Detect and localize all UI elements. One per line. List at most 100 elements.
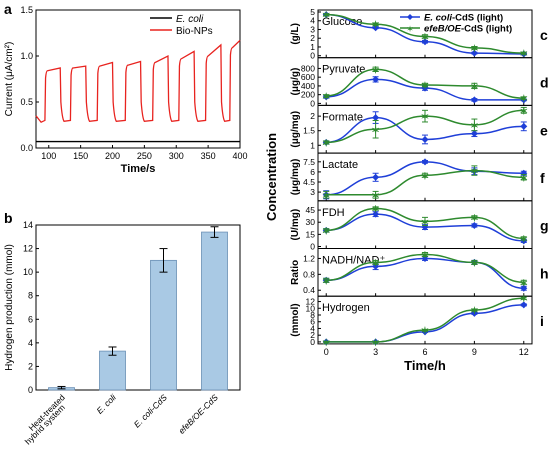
data-point-star: ✶ (421, 112, 429, 123)
series-bionps-line (35, 39, 241, 124)
x-tick-label: 100 (41, 151, 56, 161)
y-tick-label: 0.4 (303, 285, 315, 295)
y-tick-label: 6 (28, 314, 33, 324)
data-point-star: ✶ (421, 171, 429, 182)
legend-label: Bio-NPs (176, 26, 213, 37)
data-point-diamond (372, 75, 380, 83)
y-tick-label: 200 (301, 90, 315, 100)
y-tick-label: 4.5 (303, 177, 315, 187)
subpanel-f: 34.567.5 Lactate f (μg/mg) ✶ ✶ ✶ ✶ ✶ (290, 152, 545, 202)
data-point-star: ✶ (322, 11, 330, 22)
data-point-star: ✶ (520, 49, 528, 60)
data-point-diamond (470, 49, 478, 57)
y-tick-label: 45 (306, 205, 316, 215)
data-point-star: ✶ (520, 278, 528, 289)
data-point-star: ✶ (520, 94, 528, 105)
panel-letter-a: a (4, 1, 12, 17)
x-tick-label: 300 (169, 151, 184, 161)
data-point-star: ✶ (371, 338, 379, 349)
data-point-star: ✶ (520, 294, 528, 305)
y-tick-label: 6 (310, 317, 315, 327)
y-tick-label: 400 (301, 81, 315, 91)
y-tick-label: 2 (28, 361, 33, 371)
x-tick-label: E. coli-CdS (132, 392, 169, 429)
y-tick-label: 1.0 (20, 51, 33, 61)
legend-label: efeB/OE-CdS (light) (424, 24, 512, 35)
subpanel-unit: (μg/mg) (290, 111, 301, 148)
y-tick-label: 1 (310, 140, 315, 150)
panel-letter-e: e (540, 122, 548, 138)
data-point-star: ✶ (470, 82, 478, 93)
y-tick-label: 4 (310, 16, 315, 26)
data-point-star: ✶ (470, 44, 478, 55)
data-point-diamond (421, 158, 429, 166)
x-tick-label: 9 (472, 347, 477, 357)
data-point-star: ✶ (421, 32, 429, 43)
y-tick-label: 8 (28, 291, 33, 301)
y-tick-label: 5 (310, 7, 315, 17)
y-tick-label: 7.5 (303, 157, 315, 167)
subpanel-title: Pyruvate (322, 64, 365, 76)
data-point-star: ✶ (322, 92, 330, 103)
data-point-star: ✶ (322, 226, 330, 237)
data-point-star: ✶ (371, 65, 379, 76)
subpanel-title: Lactate (322, 159, 358, 171)
y-tick-label: 2 (310, 330, 315, 340)
panel-letter-i: i (540, 313, 544, 329)
data-point-star: ✶ (371, 258, 379, 269)
panel-letter-b: b (4, 210, 13, 226)
y-axis-label: Concentration (264, 133, 279, 221)
subpanel-title: FDH (322, 207, 345, 219)
y-tick-label: 14 (23, 220, 33, 230)
data-point-star: ✶ (371, 20, 379, 31)
panel-letter-d: d (540, 75, 549, 91)
y-axis-label: Current (μA/cm²) (4, 42, 15, 117)
x-tick-label: 12 (519, 347, 529, 357)
y-tick-label: 30 (306, 217, 316, 227)
data-point-star: ✶ (470, 306, 478, 317)
data-point-star: ✶ (421, 81, 429, 92)
y-tick-label: 10 (306, 303, 316, 313)
y-tick-label: 2 (310, 111, 315, 121)
x-tick-label: 6 (422, 347, 427, 357)
data-point-diamond (520, 284, 528, 292)
data-point-star: ✶ (470, 258, 478, 269)
x-tick-label: E. coli (94, 392, 118, 416)
y-tick-label: 4 (310, 323, 315, 333)
x-tick-label: 200 (105, 151, 120, 161)
data-point-star: ✶ (520, 106, 528, 117)
data-point-diamond (520, 122, 528, 130)
x-tick-label: 3 (373, 347, 378, 357)
y-tick-label: 0 (310, 98, 315, 108)
y-tick-label: 1 (310, 42, 315, 52)
data-point-star: ✶ (371, 125, 379, 136)
data-point-diamond (421, 135, 429, 143)
y-tick-label: 0 (310, 337, 315, 347)
data-point-star: ✶ (421, 250, 429, 261)
y-tick-label: 10 (23, 267, 33, 277)
bar (99, 350, 126, 391)
legend-label: E. coli-CdS (light) (424, 13, 503, 24)
y-tick-label: 1.2 (303, 253, 315, 263)
data-point-diamond (470, 96, 478, 104)
subpanel-unit: (mmol) (290, 303, 301, 336)
bar (201, 231, 228, 391)
data-point-star: ✶ (371, 204, 379, 215)
data-point-star: ✶ (421, 326, 429, 337)
data-point-diamond (372, 173, 380, 181)
data-point-diamond (470, 309, 478, 317)
panel-a-frame (35, 9, 241, 149)
y-tick-label: 3 (310, 24, 315, 34)
data-point-diamond (470, 221, 478, 229)
legend-marker: ✶ (406, 24, 414, 34)
data-point-diamond (470, 130, 478, 138)
legend-label: E. coli (176, 14, 204, 25)
x-axis-label: Time/s (121, 163, 156, 175)
y-tick-label: 0.5 (20, 97, 33, 107)
